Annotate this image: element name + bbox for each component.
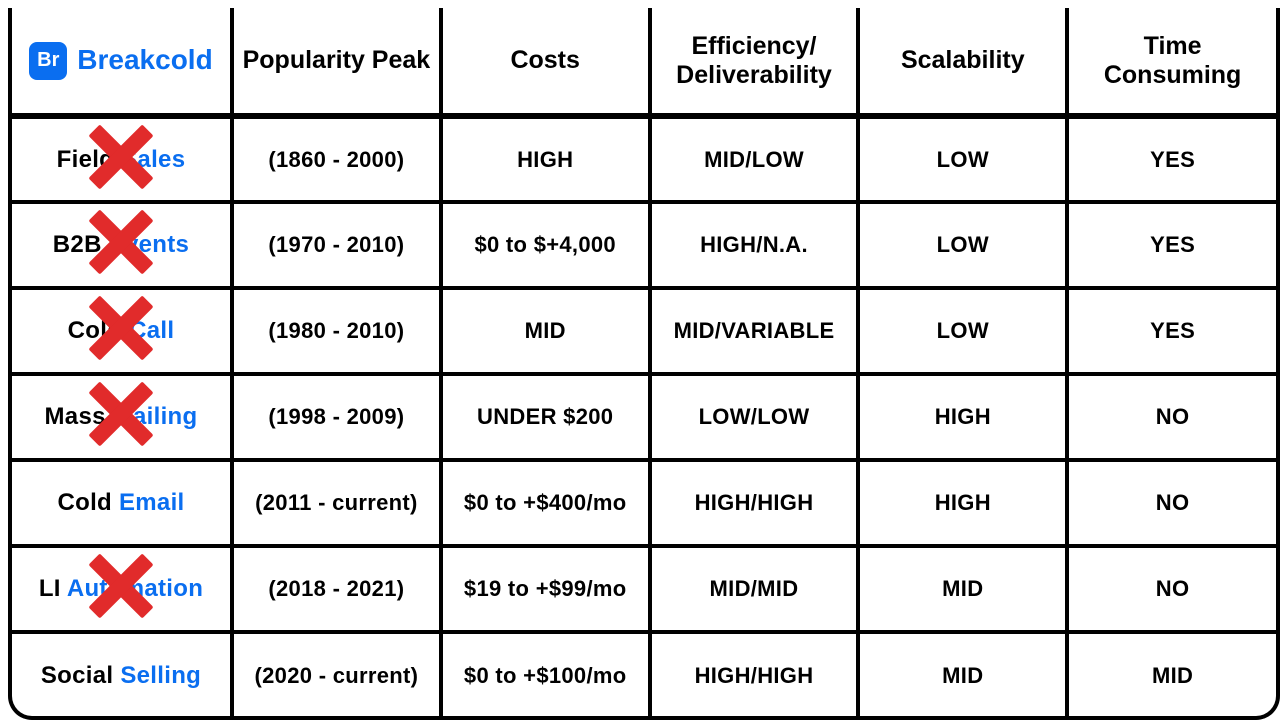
row-label-cell: Cold Call bbox=[12, 288, 232, 374]
table-cell: MID bbox=[858, 632, 1067, 718]
table-row: Cold Call(1980 - 2010)MIDMID/VARIABLELOW… bbox=[12, 288, 1276, 374]
table-cell: MID/MID bbox=[650, 546, 859, 632]
table-cell: (1980 - 2010) bbox=[232, 288, 441, 374]
row-label-part-a: Cold bbox=[57, 489, 119, 516]
table-row: Cold Email(2011 - current)$0 to +$400/mo… bbox=[12, 460, 1276, 546]
table-row: Mass Mailing(1998 - 2009)UNDER $200LOW/L… bbox=[12, 374, 1276, 460]
table-cell: LOW bbox=[858, 202, 1067, 288]
table-cell: $0 to +$400/mo bbox=[441, 460, 650, 546]
row-label-cell: B2B Events bbox=[12, 202, 232, 288]
comparison-table: Br Breakcold Popularity Peak Costs Effic… bbox=[8, 8, 1280, 720]
row-label-part-a: Field bbox=[57, 146, 121, 173]
brand-name: Breakcold bbox=[77, 44, 212, 76]
table-cell: MID/VARIABLE bbox=[650, 288, 859, 374]
row-label-part-a: Cold bbox=[68, 317, 130, 344]
table-cell: YES bbox=[1067, 288, 1276, 374]
table-cell: LOW bbox=[858, 116, 1067, 202]
table-cell: HIGH/HIGH bbox=[650, 632, 859, 718]
row-label-part-b: Mailing bbox=[113, 403, 198, 430]
table-cell: $0 to +$100/mo bbox=[441, 632, 650, 718]
row-label-part-b: Automation bbox=[67, 575, 203, 602]
table-row: B2B Events(1970 - 2010)$0 to $+4,000HIGH… bbox=[12, 202, 1276, 288]
table-cell: (2011 - current) bbox=[232, 460, 441, 546]
row-label-part-a: LI bbox=[39, 575, 67, 602]
row-label-part-a: Mass bbox=[45, 403, 113, 430]
table-cell: (2018 - 2021) bbox=[232, 546, 441, 632]
row-label-cell: Cold Email bbox=[12, 460, 232, 546]
table-cell: (1860 - 2000) bbox=[232, 116, 441, 202]
table-cell: HIGH bbox=[858, 374, 1067, 460]
table-cell: LOW/LOW bbox=[650, 374, 859, 460]
table-cell: YES bbox=[1067, 202, 1276, 288]
row-label-part-a: B2B bbox=[53, 231, 109, 258]
table-cell: LOW bbox=[858, 288, 1067, 374]
table-cell: (1998 - 2009) bbox=[232, 374, 441, 460]
col-popularity: Popularity Peak bbox=[232, 8, 441, 116]
row-label-part-b: Events bbox=[109, 231, 190, 258]
table-cell: UNDER $200 bbox=[441, 374, 650, 460]
row-label-part-b: Email bbox=[119, 489, 185, 516]
table-cell: MID bbox=[441, 288, 650, 374]
table-cell: HIGH/HIGH bbox=[650, 460, 859, 546]
row-label-cell: LI Automation bbox=[12, 546, 232, 632]
row-label-cell: Mass Mailing bbox=[12, 374, 232, 460]
col-scalability: Scalability bbox=[858, 8, 1067, 116]
table-cell: NO bbox=[1067, 546, 1276, 632]
table-row: Field Sales(1860 - 2000)HIGHMID/LOWLOWYE… bbox=[12, 116, 1276, 202]
table-cell: MID bbox=[858, 546, 1067, 632]
table-cell: HIGH bbox=[858, 460, 1067, 546]
table-header-row: Br Breakcold Popularity Peak Costs Effic… bbox=[12, 8, 1276, 116]
table-cell: NO bbox=[1067, 460, 1276, 546]
row-label-part-b: Selling bbox=[120, 662, 201, 689]
table-cell: (1970 - 2010) bbox=[232, 202, 441, 288]
col-efficiency: Efficiency/ Deliverability bbox=[650, 8, 859, 116]
brand-badge-icon: Br bbox=[29, 42, 67, 80]
table-row: LI Automation(2018 - 2021)$19 to +$99/mo… bbox=[12, 546, 1276, 632]
row-label-part-a: Social bbox=[41, 662, 120, 689]
table-cell: HIGH bbox=[441, 116, 650, 202]
table-cell: $19 to +$99/mo bbox=[441, 546, 650, 632]
table-cell: MID/LOW bbox=[650, 116, 859, 202]
row-label-cell: Field Sales bbox=[12, 116, 232, 202]
row-label-part-b: Call bbox=[129, 317, 174, 344]
col-costs: Costs bbox=[441, 8, 650, 116]
table-row: Social Selling(2020 - current)$0 to +$10… bbox=[12, 632, 1276, 718]
table-cell: MID bbox=[1067, 632, 1276, 718]
table: Br Breakcold Popularity Peak Costs Effic… bbox=[12, 8, 1276, 718]
brand-cell: Br Breakcold bbox=[12, 8, 232, 116]
row-label-part-b: Sales bbox=[121, 146, 185, 173]
table-cell: (2020 - current) bbox=[232, 632, 441, 718]
col-time: Time Consuming bbox=[1067, 8, 1276, 116]
table-cell: YES bbox=[1067, 116, 1276, 202]
table-cell: NO bbox=[1067, 374, 1276, 460]
table-cell: HIGH/N.A. bbox=[650, 202, 859, 288]
row-label-cell: Social Selling bbox=[12, 632, 232, 718]
table-cell: $0 to $+4,000 bbox=[441, 202, 650, 288]
